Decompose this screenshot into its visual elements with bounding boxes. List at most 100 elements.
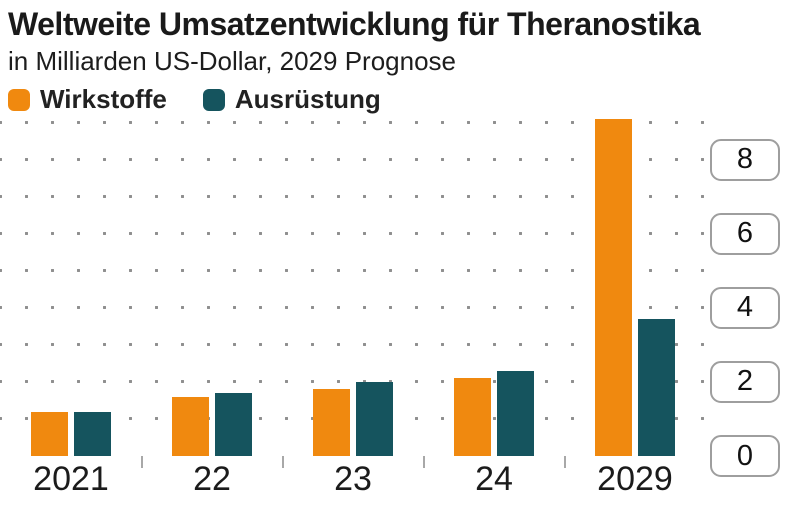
grid-dot	[129, 121, 132, 124]
grid-dot	[25, 343, 28, 346]
grid-dot	[0, 232, 2, 235]
grid-dot	[129, 158, 132, 161]
grid-dot	[311, 195, 314, 198]
grid-dot	[207, 343, 210, 346]
grid-dot	[103, 343, 106, 346]
x-axis-tick	[281, 456, 284, 468]
grid-dot	[0, 269, 2, 272]
grid-dot	[77, 380, 80, 383]
grid-dot	[415, 306, 418, 309]
grid-dot	[233, 380, 236, 383]
grid-dot	[181, 306, 184, 309]
grid-dot	[129, 343, 132, 346]
grid-dot	[25, 269, 28, 272]
grid-dot	[259, 195, 262, 198]
grid-dot	[519, 232, 522, 235]
grid-dot	[25, 121, 28, 124]
grid-dot	[129, 306, 132, 309]
grid-dot	[649, 121, 652, 124]
grid-dot	[337, 380, 340, 383]
grid-dot	[415, 269, 418, 272]
grid-dot	[129, 232, 132, 235]
grid-dot	[181, 121, 184, 124]
grid-dot	[441, 306, 444, 309]
grid-dot	[233, 158, 236, 161]
grid-dot	[155, 232, 158, 235]
x-axis-label-2029: 2029	[597, 460, 673, 498]
grid-dot	[207, 158, 210, 161]
grid-dot	[51, 380, 54, 383]
grid-dot	[181, 343, 184, 346]
grid-dot	[519, 343, 522, 346]
grid-dot	[77, 195, 80, 198]
grid-dot	[77, 306, 80, 309]
grid-dot	[311, 306, 314, 309]
x-axis-tick	[140, 456, 143, 468]
grid-dot	[285, 121, 288, 124]
grid-dot	[233, 306, 236, 309]
grid-dot	[545, 269, 548, 272]
bar-wirkstoffe-2021	[31, 411, 68, 456]
grid-dot	[441, 343, 444, 346]
grid-dot	[51, 232, 54, 235]
bar-wirkstoffe-22	[172, 396, 209, 456]
grid-dot	[181, 269, 184, 272]
y-axis-tick-4: 4	[710, 286, 780, 329]
grid-dot	[545, 195, 548, 198]
grid-dot	[441, 121, 444, 124]
grid-dot	[337, 195, 340, 198]
grid-dot	[51, 306, 54, 309]
grid-dot	[415, 417, 418, 420]
grid-dot	[571, 306, 574, 309]
grid-dot	[0, 343, 2, 346]
grid-dot	[389, 343, 392, 346]
grid-dot	[415, 343, 418, 346]
wirkstoffe-swatch-icon	[8, 88, 30, 111]
grid-dot	[233, 269, 236, 272]
grid-dot	[363, 380, 366, 383]
grid-dot	[259, 121, 262, 124]
grid-dot	[77, 269, 80, 272]
grid-dot	[675, 269, 678, 272]
grid-dot	[649, 269, 652, 272]
x-axis-tick	[422, 456, 425, 468]
grid-dot	[545, 343, 548, 346]
bar-ausruestung-22	[215, 393, 252, 456]
grid-dot	[25, 232, 28, 235]
grid-dot	[571, 380, 574, 383]
bar-wirkstoffe-2029	[595, 118, 632, 456]
x-axis-tick	[563, 456, 566, 468]
grid-dot	[389, 158, 392, 161]
grid-dot	[285, 232, 288, 235]
grid-dot	[337, 121, 340, 124]
grid-dot	[519, 195, 522, 198]
grid-dot	[701, 306, 704, 309]
grid-dot	[311, 232, 314, 235]
legend-label-wirkstoffe: Wirkstoffe	[40, 84, 167, 114]
grid-dot	[701, 269, 704, 272]
bar-wirkstoffe-23	[313, 389, 350, 456]
y-axis-tick-0: 0	[710, 435, 780, 477]
grid-dot	[207, 232, 210, 235]
grid-dot	[571, 121, 574, 124]
grid-dot	[675, 232, 678, 235]
x-axis-label-24: 24	[475, 460, 513, 498]
grid-dot	[701, 195, 704, 198]
grid-dot	[441, 158, 444, 161]
grid-dot	[649, 306, 652, 309]
grid-dot	[493, 232, 496, 235]
grid-dot	[415, 121, 418, 124]
grid-dot	[363, 306, 366, 309]
grid-dot	[155, 380, 158, 383]
grid-dot	[181, 158, 184, 161]
grid-dot	[571, 269, 574, 272]
grid-dot	[207, 380, 210, 383]
legend: Wirkstoffe Ausrüstung	[8, 84, 381, 115]
grid-dot	[545, 417, 548, 420]
grid-dot	[233, 195, 236, 198]
grid-dot	[155, 417, 158, 420]
grid-dot	[233, 121, 236, 124]
grid-dot	[77, 232, 80, 235]
grid-dot	[441, 380, 444, 383]
